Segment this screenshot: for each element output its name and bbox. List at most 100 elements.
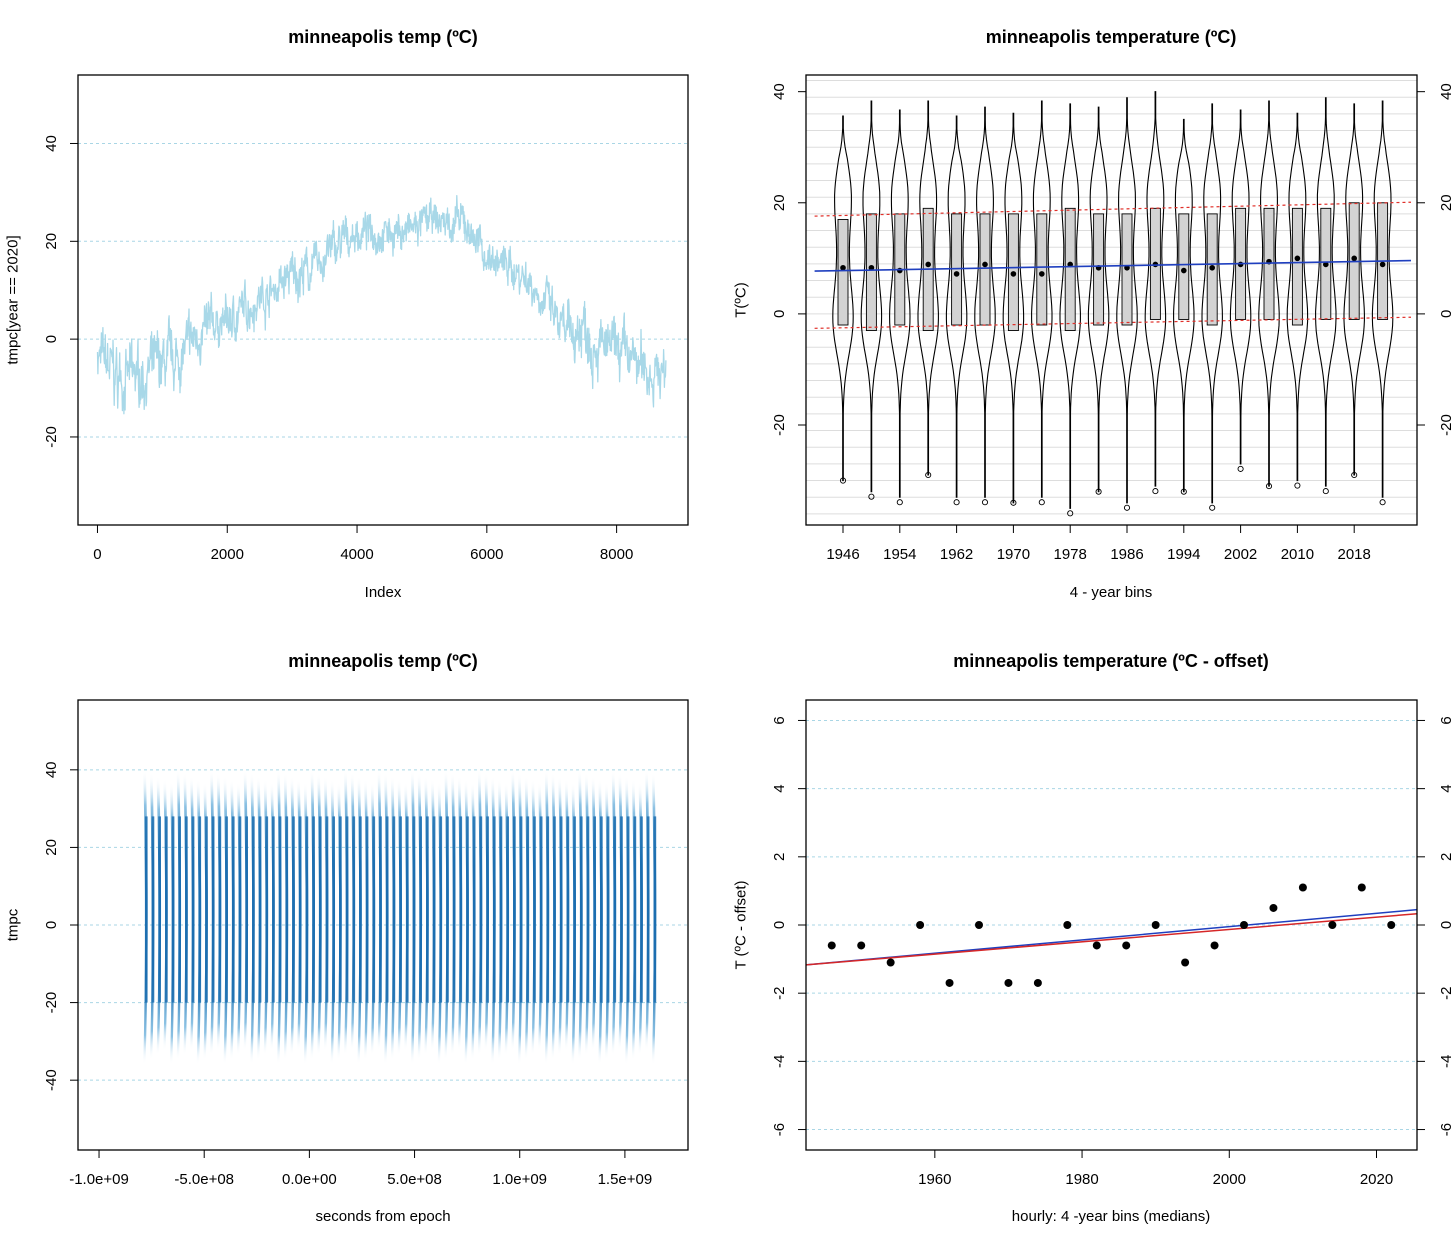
p2-outlier	[1180, 488, 1187, 495]
p3-year-core	[298, 816, 302, 1003]
p4-median-point	[1004, 978, 1013, 987]
p2-violin	[1201, 103, 1223, 504]
p4-median-point	[1122, 941, 1131, 950]
p3-year-core	[285, 816, 289, 1003]
p2-violin	[974, 106, 996, 498]
p2-violin	[832, 115, 854, 482]
p3-year-core	[600, 816, 603, 1003]
p3-year-core	[533, 816, 536, 1003]
p2-median-point	[953, 271, 960, 277]
p4-y-tick-label-right: -4	[1438, 1055, 1455, 1068]
p2-median-point	[897, 267, 903, 274]
p3-y-tick-label: -20	[43, 992, 60, 1014]
p3-x-tick-label: -1.0e+09	[69, 1171, 129, 1188]
p2-violin	[1371, 100, 1394, 498]
p3-year-core	[653, 816, 657, 1003]
p2-violin	[1315, 97, 1337, 487]
panel4-xlabel: hourly: 4 -year bins (medians)	[1011, 1208, 1211, 1225]
p2-outlier	[1322, 488, 1329, 495]
p4-median-point	[1328, 921, 1337, 929]
p4-y-tick-label: -4	[771, 1055, 788, 1068]
p4-y-tick-label: 0	[771, 921, 788, 929]
p4-median-point	[886, 958, 895, 967]
p3-year-core	[633, 816, 637, 1003]
p4-median-point	[945, 978, 954, 987]
p4-x-tick-label: 2000	[1213, 1171, 1246, 1188]
p2-outlier	[1351, 471, 1358, 479]
p2-outlier	[1294, 482, 1301, 489]
p2-box	[1036, 213, 1048, 326]
p4-y-tick-label: 6	[771, 716, 788, 724]
p2-y-tick-label-right: 0	[1438, 310, 1455, 318]
p4-trend-red	[805, 913, 1418, 966]
p4-x-tick-label: 1980	[1065, 1171, 1098, 1188]
p4-median-point	[857, 941, 866, 950]
p2-outlier	[981, 499, 989, 506]
p4-median-point	[1063, 921, 1072, 929]
p2-x-tick-label: 1946	[826, 546, 859, 563]
p3-y-tick-label: 40	[43, 761, 60, 778]
p3-x-tick-label: 5.0e+08	[387, 1171, 442, 1188]
p3-year-core	[231, 816, 235, 1003]
p4-median-point	[827, 941, 836, 950]
p3-year-core	[646, 816, 650, 1003]
p2-median-point	[1209, 264, 1215, 271]
p4-median-point	[1387, 921, 1396, 929]
p2-box	[979, 213, 991, 326]
p3-year-core	[606, 816, 610, 1003]
p2-median-point	[1237, 261, 1244, 268]
p3-year-core	[506, 816, 509, 1003]
p3-x-tick-label: 0.0e+00	[282, 1171, 337, 1188]
p2-violin	[945, 115, 968, 498]
p1-x-tick-label: 8000	[600, 546, 633, 563]
p2-outlier	[1038, 499, 1045, 506]
panel2-xlabel: 4 - year bins	[1069, 584, 1153, 601]
panel2-title: minneapolis temperature (ºC)	[985, 27, 1237, 47]
p3-year-core	[640, 816, 643, 1003]
p2-box	[837, 218, 849, 326]
p3-year-core	[151, 816, 155, 1003]
p3-year-core	[205, 816, 208, 1003]
p4-y-tick-label-right: 2	[1438, 853, 1455, 861]
p2-box	[1064, 207, 1076, 332]
p4-y-tick-label-right: -6	[1438, 1123, 1455, 1136]
p2-outlier	[839, 477, 847, 484]
p3-year-core	[439, 816, 443, 1003]
p4-y-tick-label: 4	[771, 784, 788, 792]
p2-outlier	[1123, 504, 1131, 511]
p3-year-core	[178, 816, 181, 1003]
p2-x-tick-label: 1994	[1167, 546, 1200, 563]
p3-year-core	[486, 816, 489, 1003]
p3-year-core	[272, 816, 275, 1003]
p2-box	[865, 213, 877, 332]
p4-y-tick-label-right: 4	[1438, 784, 1455, 792]
p2-median-trend	[814, 259, 1412, 272]
p4-median-point	[1033, 978, 1042, 987]
p2-y-tick-label-right: -20	[1438, 414, 1455, 436]
p3-year-core	[472, 816, 476, 1003]
p3-year-core	[345, 816, 349, 1003]
p4-median-point	[1181, 958, 1190, 967]
p2-y-tick-label: 20	[771, 194, 788, 211]
p4-median-point	[1240, 921, 1249, 929]
p3-year-core	[332, 816, 335, 1003]
p2-median-point	[868, 264, 875, 271]
p4-median-point	[1092, 941, 1101, 950]
p3-year-core	[419, 816, 422, 1003]
p3-year-core	[379, 816, 382, 1003]
p3-year-core	[553, 816, 556, 1003]
p2-violin	[1059, 103, 1081, 509]
p1-x-tick-label: 0	[93, 546, 101, 563]
p4-y-tick-label-right: 0	[1438, 921, 1455, 929]
p3-year-core	[312, 816, 315, 1003]
p3-year-core	[144, 816, 148, 1003]
p2-violin	[1031, 100, 1053, 498]
p2-median-point	[1323, 261, 1329, 268]
p3-year-core	[352, 816, 356, 1003]
p2-y-tick-label-right: 20	[1438, 194, 1455, 211]
p2-violin	[1286, 112, 1309, 482]
p2-violin	[1173, 118, 1195, 493]
p2-violin	[1002, 112, 1025, 504]
p3-year-core	[546, 816, 550, 1003]
